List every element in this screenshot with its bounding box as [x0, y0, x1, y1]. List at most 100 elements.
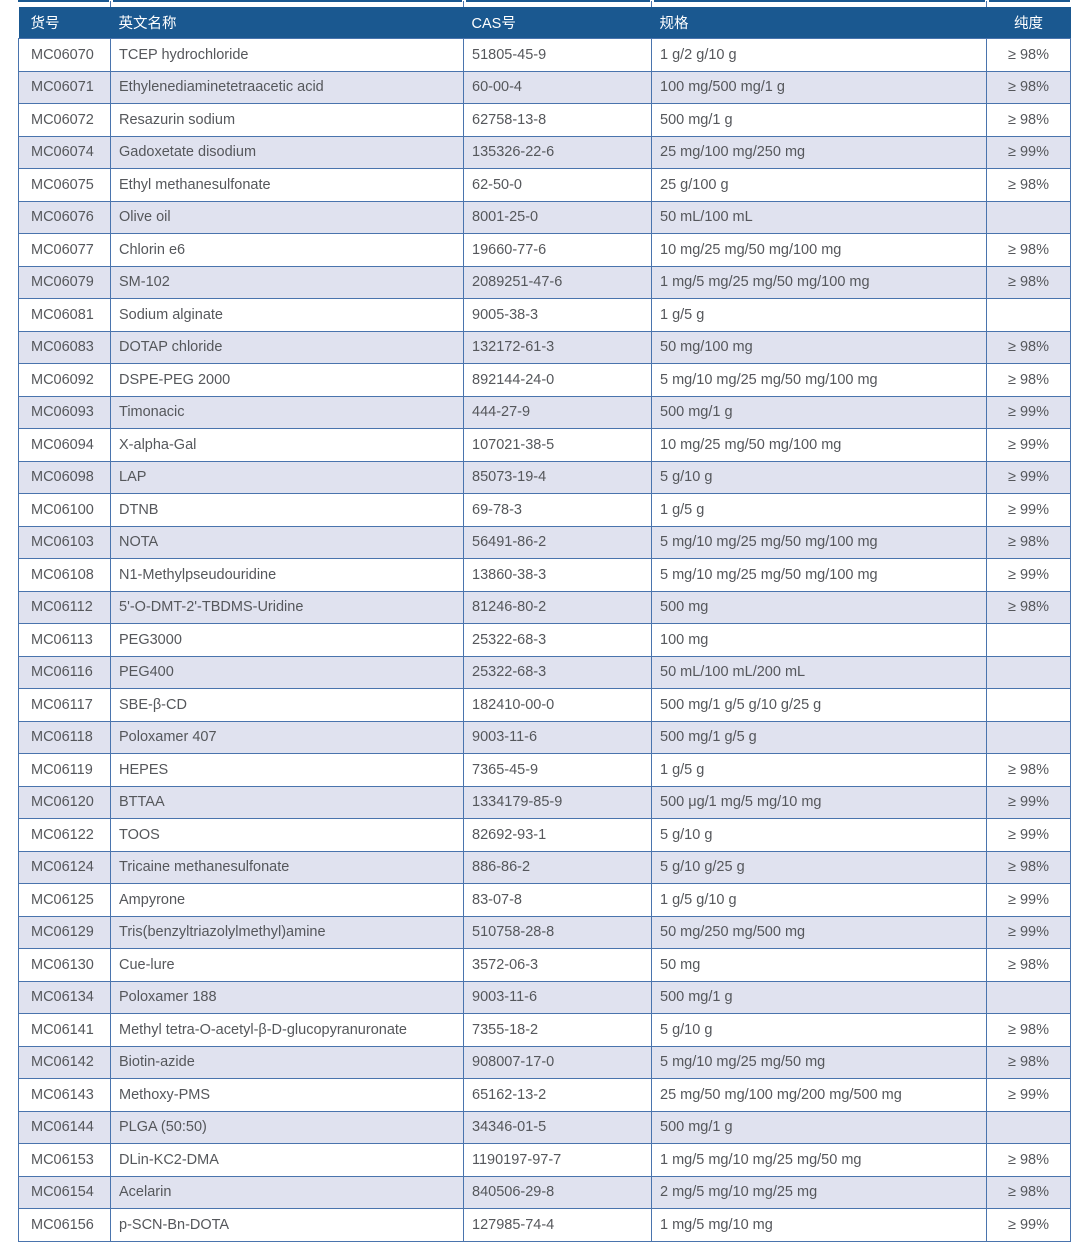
cell-english-name: Chlorin e6 — [110, 233, 464, 267]
cell-cas-number: 1190197-97-7 — [463, 1143, 652, 1177]
cell-catalog-number: MC06094 — [18, 428, 111, 462]
cell-cas-number: 908007-17-0 — [463, 1045, 652, 1079]
column-divider-tick — [463, 1, 464, 7]
cell-specification: 100 mg — [651, 623, 987, 657]
cell-cas-number: 34346-01-5 — [463, 1110, 652, 1144]
cell-english-name: 5'-O-DMT-2'-TBDMS-Uridine — [110, 590, 464, 624]
table-row: MC06130 Cue-lure 3572-06-3 50 mg ≥ 98% — [18, 948, 1071, 982]
cell-purity: ≥ 99% — [986, 1208, 1071, 1242]
table-row: MC06072 Resazurin sodium 62758-13-8 500 … — [18, 103, 1071, 137]
cell-english-name: Methyl tetra-O-acetyl-β-D-glucopyranuron… — [110, 1013, 464, 1047]
cell-catalog-number: MC06122 — [18, 818, 111, 852]
table-row: MC06083 DOTAP chloride 132172-61-3 50 mg… — [18, 330, 1071, 364]
table-row: MC06153 DLin-KC2-DMA 1190197-97-7 1 mg/5… — [18, 1143, 1071, 1177]
cell-purity: ≥ 98% — [986, 70, 1071, 104]
cell-catalog-number: MC06079 — [18, 265, 111, 299]
table-row: MC06093 Timonacic 444-27-9 500 mg/1 g ≥ … — [18, 395, 1071, 429]
table-row: MC06071 Ethylenediaminetetraacetic acid … — [18, 70, 1071, 104]
cell-specification: 5 g/10 g/25 g — [651, 850, 987, 884]
cell-english-name: Sodium alginate — [110, 298, 464, 332]
cell-purity: ≥ 98% — [986, 1175, 1071, 1209]
cell-specification: 5 mg/10 mg/25 mg/50 mg/100 mg — [651, 363, 987, 397]
cell-catalog-number: MC06100 — [18, 493, 111, 527]
cell-purity: ≥ 98% — [986, 265, 1071, 299]
cell-specification: 50 mL/100 mL/200 mL — [651, 655, 987, 689]
cell-cas-number: 9003-11-6 — [463, 980, 652, 1014]
cell-specification: 100 mg/500 mg/1 g — [651, 70, 987, 104]
cell-purity: ≥ 99% — [986, 135, 1071, 169]
cell-specification: 500 mg/1 g — [651, 980, 987, 1014]
cell-cas-number: 85073-19-4 — [463, 460, 652, 494]
cell-cas-number: 840506-29-8 — [463, 1175, 652, 1209]
cell-specification: 500 mg/1 g/5 g/10 g/25 g — [651, 688, 987, 722]
cell-purity: ≥ 98% — [986, 1143, 1071, 1177]
cell-english-name: Resazurin sodium — [110, 103, 464, 137]
table-header: 货号 英文名称 CAS号 规格 纯度 — [18, 7, 1071, 39]
cell-purity: ≥ 98% — [986, 753, 1071, 787]
cell-catalog-number: MC06108 — [18, 558, 111, 592]
table-row: MC06125 Ampyrone 83-07-8 1 g/5 g/10 g ≥ … — [18, 883, 1071, 917]
cell-cas-number: 1334179-85-9 — [463, 785, 652, 819]
table-row: MC06117 SBE-β-CD 182410-00-0 500 mg/1 g/… — [18, 688, 1071, 722]
table-row: MC06079 SM-102 2089251-47-6 1 mg/5 mg/25… — [18, 265, 1071, 299]
cell-catalog-number: MC06142 — [18, 1045, 111, 1079]
cell-specification: 5 mg/10 mg/25 mg/50 mg/100 mg — [651, 525, 987, 559]
cell-purity — [986, 298, 1071, 332]
cell-specification: 5 mg/10 mg/25 mg/50 mg/100 mg — [651, 558, 987, 592]
cell-english-name: X-alpha-Gal — [110, 428, 464, 462]
cell-purity: ≥ 98% — [986, 590, 1071, 624]
cell-cas-number: 19660-77-6 — [463, 233, 652, 267]
cell-purity: ≥ 98% — [986, 330, 1071, 364]
cell-specification: 10 mg/25 mg/50 mg/100 mg — [651, 428, 987, 462]
cell-catalog-number: MC06112 — [18, 590, 111, 624]
cell-specification: 1 g/5 g — [651, 493, 987, 527]
cell-purity — [986, 720, 1071, 754]
cell-english-name: N1-Methylpseudouridine — [110, 558, 464, 592]
cell-english-name: PLGA (50:50) — [110, 1110, 464, 1144]
cell-english-name: LAP — [110, 460, 464, 494]
cell-cas-number: 7365-45-9 — [463, 753, 652, 787]
cell-specification: 500 mg/1 g/5 g — [651, 720, 987, 754]
cell-catalog-number: MC06071 — [18, 70, 111, 104]
cell-specification: 1 mg/5 mg/10 mg — [651, 1208, 987, 1242]
cell-catalog-number: MC06116 — [18, 655, 111, 689]
cell-english-name: TOOS — [110, 818, 464, 852]
cell-cas-number: 60-00-4 — [463, 70, 652, 104]
product-table: 货号 英文名称 CAS号 规格 纯度 MC06070 TCEP hydrochl… — [18, 7, 1071, 1242]
table-row: MC06124 Tricaine methanesulfonate 886-86… — [18, 850, 1071, 884]
table-row: MC06100 DTNB 69-78-3 1 g/5 g ≥ 99% — [18, 493, 1071, 527]
cell-english-name: DLin-KC2-DMA — [110, 1143, 464, 1177]
cell-catalog-number: MC06076 — [18, 200, 111, 234]
cell-specification: 5 g/10 g — [651, 818, 987, 852]
cell-catalog-number: MC06075 — [18, 168, 111, 202]
column-divider-tick — [651, 1, 652, 7]
column-divider-tick — [110, 1, 111, 7]
cell-purity: ≥ 98% — [986, 363, 1071, 397]
cell-specification: 500 μg/1 mg/5 mg/10 mg — [651, 785, 987, 819]
cell-english-name: Cue-lure — [110, 948, 464, 982]
cell-purity: ≥ 98% — [986, 168, 1071, 202]
table-row: MC06076 Olive oil 8001-25-0 50 mL/100 mL — [18, 200, 1071, 234]
header-row: 货号 英文名称 CAS号 规格 纯度 — [18, 7, 1071, 39]
cell-specification: 25 g/100 g — [651, 168, 987, 202]
cell-specification: 500 mg — [651, 590, 987, 624]
table-row: MC06118 Poloxamer 407 9003-11-6 500 mg/1… — [18, 720, 1071, 754]
cell-cas-number: 83-07-8 — [463, 883, 652, 917]
table-row: MC06070 TCEP hydrochloride 51805-45-9 1 … — [18, 38, 1071, 72]
cell-cas-number: 127985-74-4 — [463, 1208, 652, 1242]
table-row: MC06141 Methyl tetra-O-acetyl-β-D-glucop… — [18, 1013, 1071, 1047]
cell-specification: 5 mg/10 mg/25 mg/50 mg — [651, 1045, 987, 1079]
top-border-line — [18, 0, 1070, 2]
cell-purity: ≥ 98% — [986, 233, 1071, 267]
cell-catalog-number: MC06117 — [18, 688, 111, 722]
cell-specification: 5 g/10 g — [651, 460, 987, 494]
table-row: MC06113 PEG3000 25322-68-3 100 mg — [18, 623, 1071, 657]
table-row: MC06142 Biotin-azide 908007-17-0 5 mg/10… — [18, 1045, 1071, 1079]
cell-catalog-number: MC06125 — [18, 883, 111, 917]
cell-english-name: Ethyl methanesulfonate — [110, 168, 464, 202]
cell-specification: 1 mg/5 mg/25 mg/50 mg/100 mg — [651, 265, 987, 299]
table-row: MC06098 LAP 85073-19-4 5 g/10 g ≥ 99% — [18, 460, 1071, 494]
cell-cas-number: 2089251-47-6 — [463, 265, 652, 299]
cell-purity: ≥ 98% — [986, 850, 1071, 884]
cell-specification: 50 mg — [651, 948, 987, 982]
